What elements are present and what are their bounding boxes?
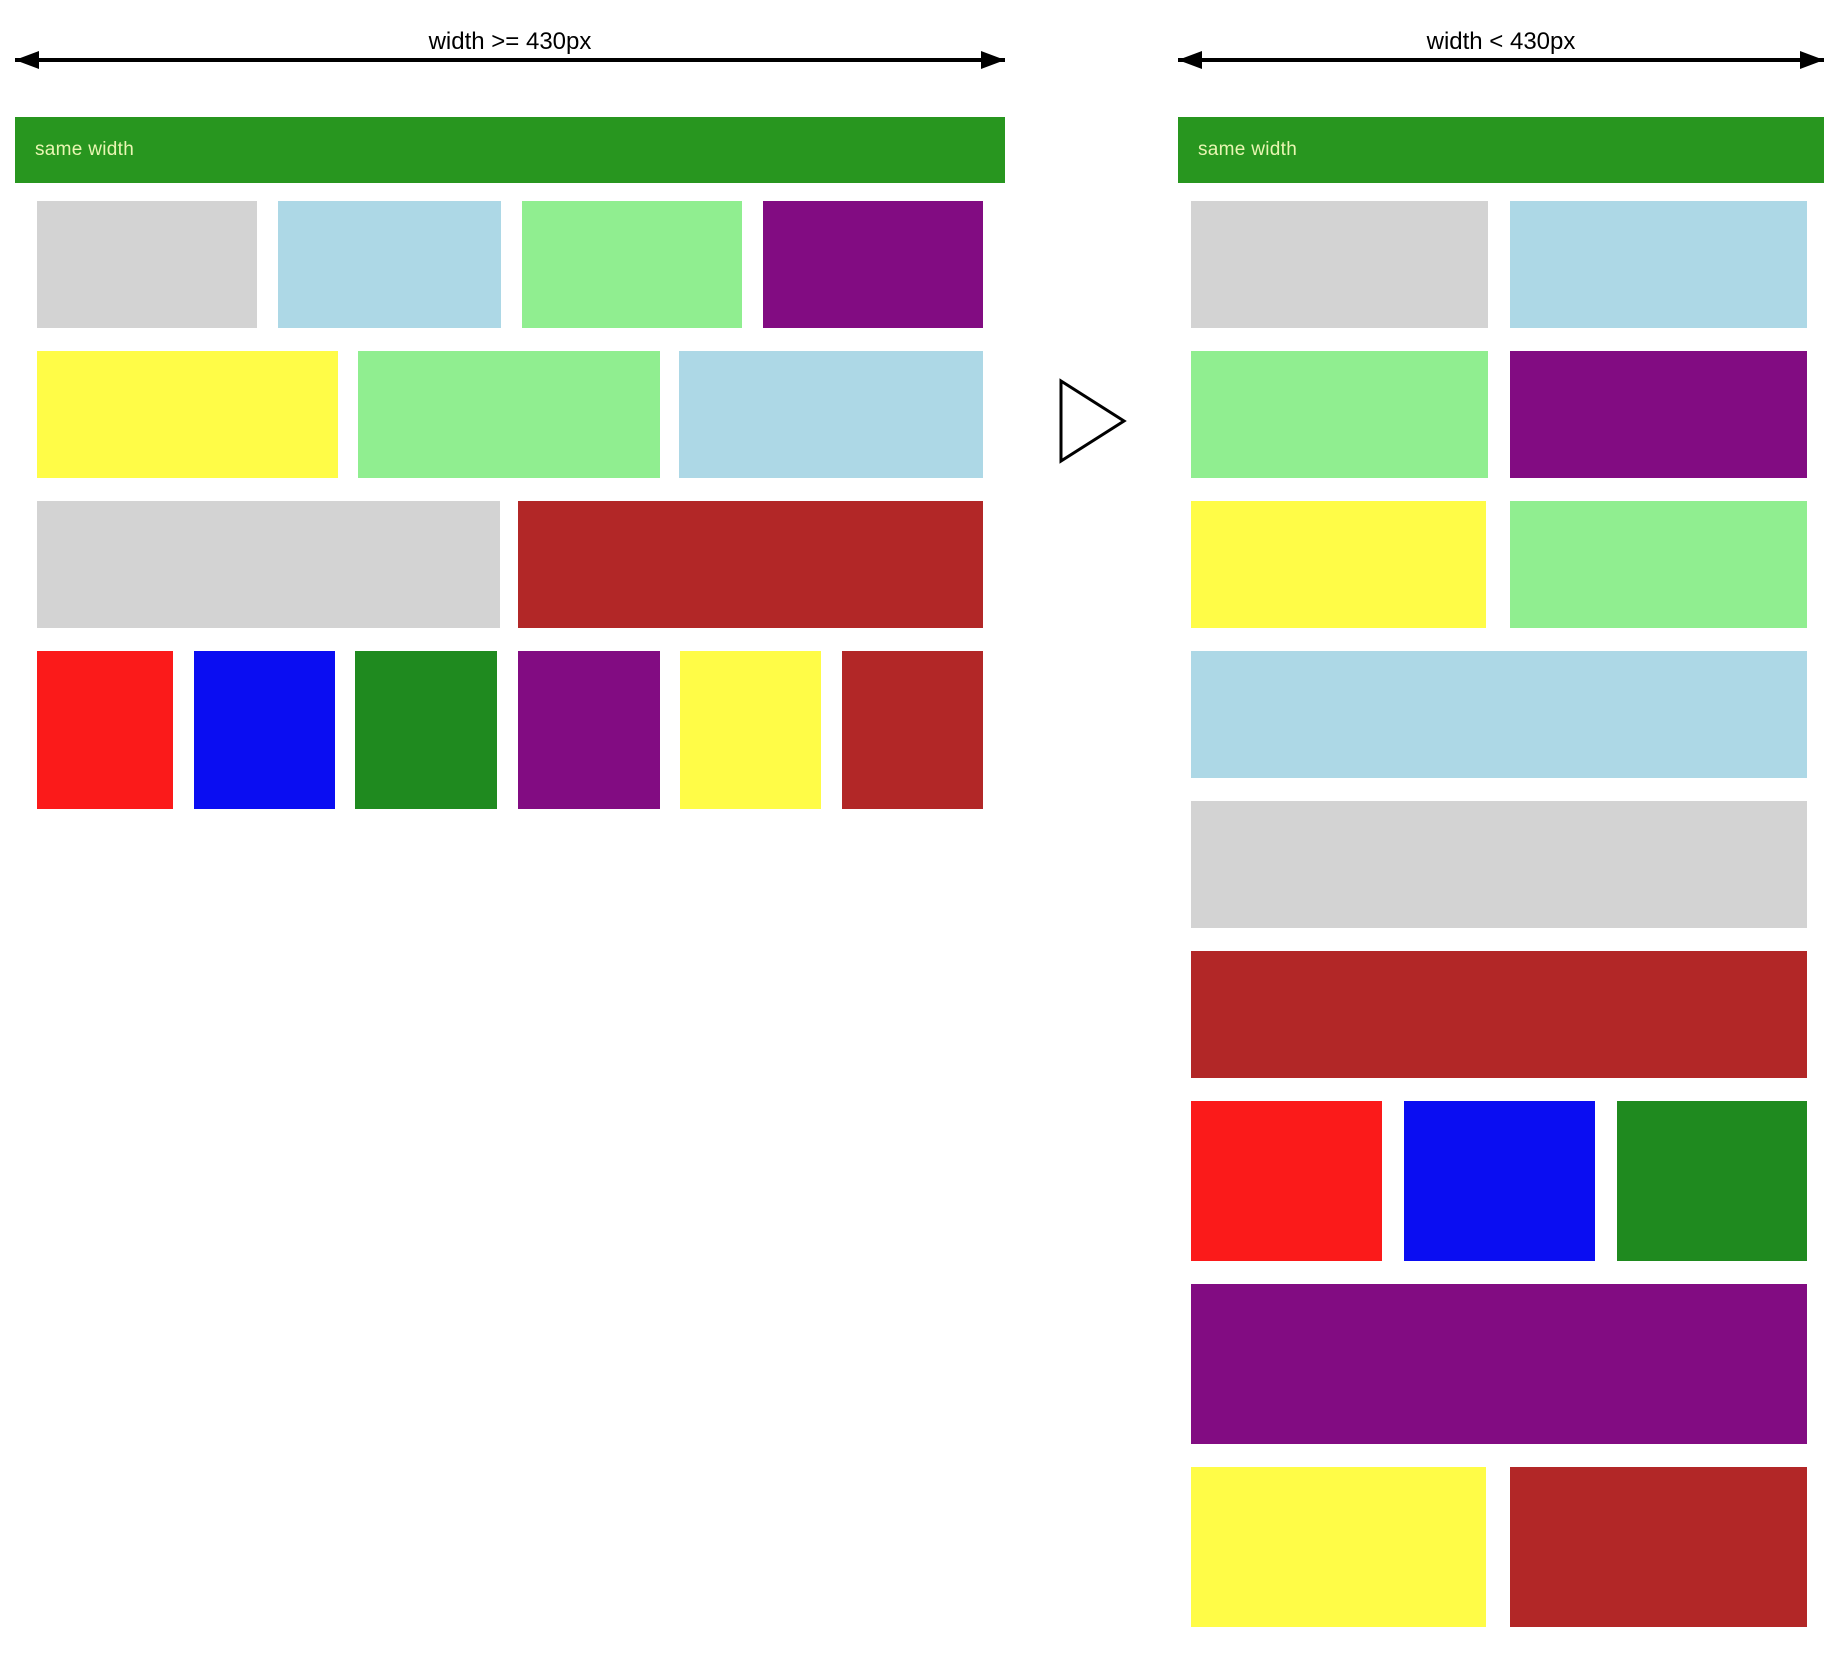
arrowhead-right-icon (1800, 51, 1824, 69)
block-row (1191, 201, 1807, 328)
block-lightgreen (1510, 501, 1807, 628)
transition-triangle-icon (1059, 378, 1127, 464)
width-annotation-label: width < 430px (1426, 28, 1576, 55)
block-row (1191, 1284, 1807, 1444)
arrowhead-left-icon (15, 51, 39, 69)
block-lightblue (1510, 201, 1807, 328)
block-lightblue (679, 351, 983, 478)
block-row (1191, 951, 1807, 1078)
arrowhead-left-icon (1178, 51, 1202, 69)
block-lightblue (278, 201, 501, 328)
block-lightgray (1191, 201, 1488, 328)
block-blue (193, 651, 335, 809)
block-row (37, 201, 983, 328)
block-grid-narrow (1191, 201, 1807, 1627)
block-green (1617, 1101, 1807, 1261)
panel-wide-layout: width >= 430px same width (15, 28, 1005, 832)
block-row (37, 651, 983, 809)
block-row (1191, 1467, 1807, 1627)
header-label: same width (1198, 139, 1298, 160)
block-lightgray (1191, 801, 1807, 928)
double-arrow-line (1178, 51, 1824, 69)
block-purple (1191, 1284, 1807, 1444)
panel-narrow-layout: width < 430px same width (1178, 28, 1824, 1650)
block-red (1191, 1101, 1382, 1261)
block-row (1191, 651, 1807, 778)
block-blue (1404, 1101, 1595, 1261)
block-yellow (680, 651, 822, 809)
block-firebrick (1191, 951, 1807, 1078)
block-lightgray (37, 501, 500, 628)
block-lightgray (37, 201, 257, 328)
block-grid-wide (37, 201, 983, 809)
block-row (1191, 501, 1807, 628)
block-row (1191, 351, 1807, 478)
block-row (37, 351, 983, 478)
width-annotation-wide: width >= 430px (15, 28, 1005, 69)
block-purple (1510, 351, 1807, 478)
block-purple (763, 201, 983, 328)
block-firebrick (841, 651, 983, 809)
block-firebrick (1510, 1467, 1807, 1627)
block-red (37, 651, 173, 809)
block-purple (517, 651, 660, 809)
block-lightgreen (357, 351, 660, 478)
block-green (355, 651, 498, 809)
double-arrow-line (15, 51, 1005, 69)
width-annotation-narrow: width < 430px (1178, 28, 1824, 69)
header-bar: same width (1178, 117, 1824, 183)
width-annotation-label: width >= 430px (428, 28, 592, 55)
block-yellow (1191, 1467, 1486, 1627)
block-lightblue (1191, 651, 1807, 778)
arrowhead-right-icon (981, 51, 1005, 69)
block-firebrick (518, 501, 983, 628)
block-yellow (1191, 501, 1486, 628)
block-lightgreen (1191, 351, 1488, 478)
block-row (1191, 1101, 1807, 1261)
header-bar: same width (15, 117, 1005, 183)
block-row (1191, 801, 1807, 928)
header-label: same width (35, 139, 135, 160)
block-row (37, 501, 983, 628)
block-lightgreen (522, 201, 742, 328)
block-yellow (37, 351, 338, 478)
